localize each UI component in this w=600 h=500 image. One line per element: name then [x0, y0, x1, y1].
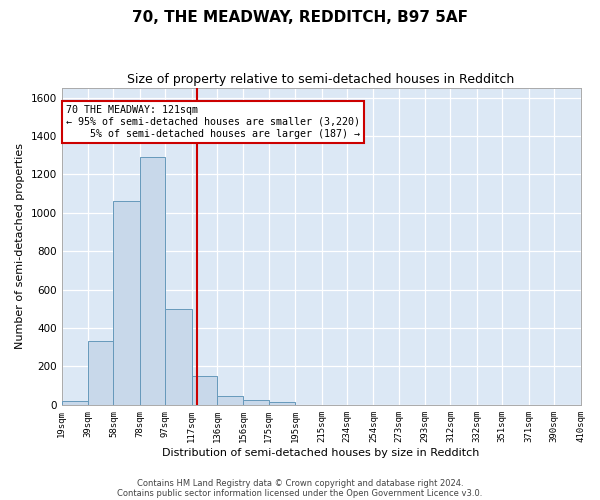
Text: Contains public sector information licensed under the Open Government Licence v3: Contains public sector information licen… [118, 488, 482, 498]
Bar [88, 342, 113, 405]
Bar [244, 400, 269, 405]
Bar [217, 396, 244, 405]
Y-axis label: Number of semi-detached properties: Number of semi-detached properties [15, 144, 25, 350]
Bar [113, 202, 140, 405]
Bar [192, 376, 217, 405]
Bar [269, 402, 295, 405]
Bar [140, 157, 165, 405]
Bar [165, 309, 192, 405]
X-axis label: Distribution of semi-detached houses by size in Redditch: Distribution of semi-detached houses by … [163, 448, 480, 458]
Text: 70 THE MEADWAY: 121sqm
← 95% of semi-detached houses are smaller (3,220)
    5% : 70 THE MEADWAY: 121sqm ← 95% of semi-det… [65, 106, 359, 138]
Bar [62, 401, 88, 405]
Text: Contains HM Land Registry data © Crown copyright and database right 2024.: Contains HM Land Registry data © Crown c… [137, 478, 463, 488]
Title: Size of property relative to semi-detached houses in Redditch: Size of property relative to semi-detach… [127, 72, 515, 86]
Text: 70, THE MEADWAY, REDDITCH, B97 5AF: 70, THE MEADWAY, REDDITCH, B97 5AF [132, 10, 468, 25]
